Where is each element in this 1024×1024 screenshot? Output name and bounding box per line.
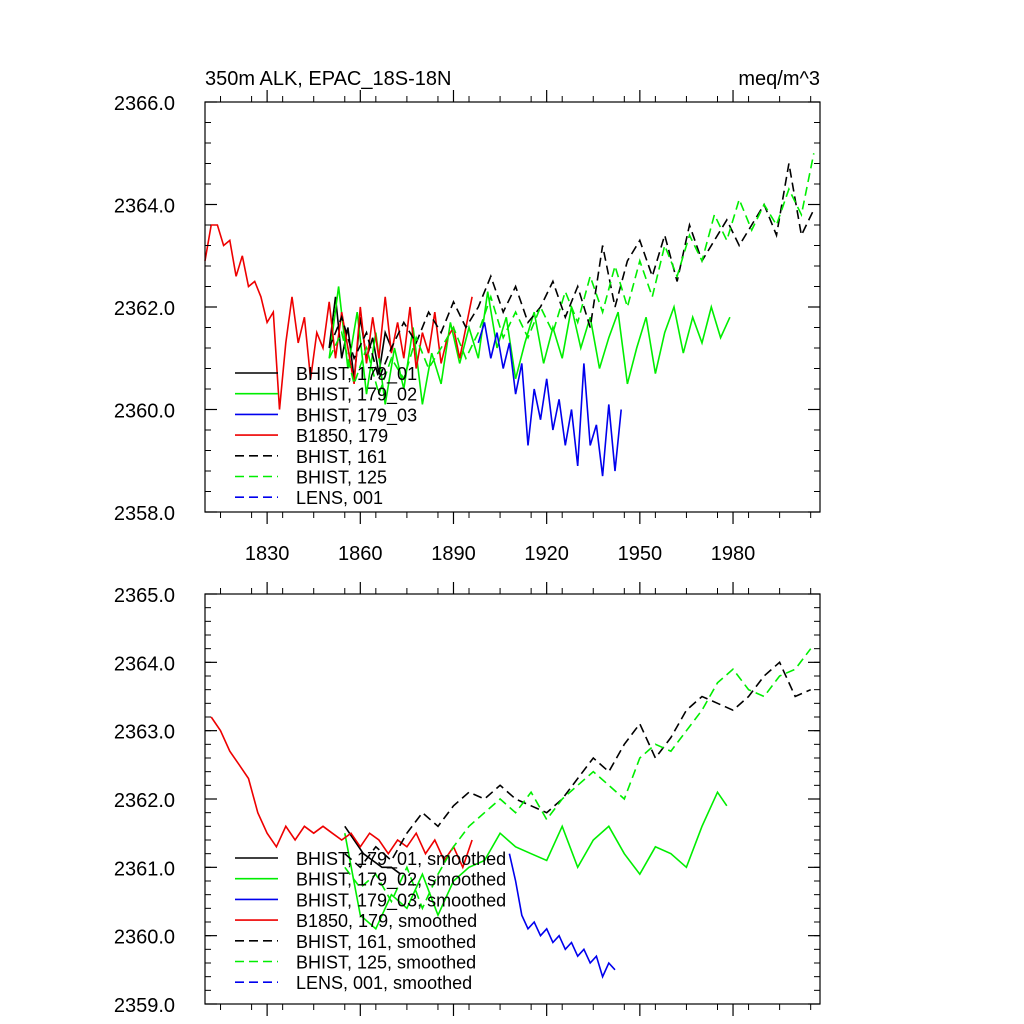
legend-label: LENS, 001: [296, 488, 383, 508]
legend-label: BHIST, 179_02: [296, 385, 417, 406]
legend-label: B1850, 179, smoothed: [296, 911, 477, 931]
y-tick-label: 2365.0: [114, 585, 175, 607]
series-line-5: [328, 153, 815, 397]
series-line-4: [328, 163, 815, 382]
legend-label: BHIST, 179_02, smoothed: [296, 870, 506, 891]
series-group: [204, 153, 815, 477]
x-tick-label: 1830: [245, 543, 290, 565]
y-tick-label: 2362.0: [114, 298, 175, 320]
legend-label: BHIST, 125, smoothed: [296, 953, 476, 973]
x-tick-label: 1920: [524, 543, 569, 565]
x-tick-label: 1890: [431, 543, 476, 565]
x-tick-label: 1980: [711, 543, 756, 565]
series-line-0: [344, 825, 402, 875]
legend-label: BHIST, 161, smoothed: [296, 932, 476, 952]
y-tick-label: 2360.0: [114, 401, 175, 423]
y-tick-label: 2360.0: [114, 927, 175, 949]
legend-label: B1850, 179: [296, 426, 388, 446]
legend-label: BHIST, 125: [296, 468, 387, 488]
y-tick-label: 2361.0: [114, 858, 175, 880]
top-panel: 350m ALK, EPAC_18S-18N meq/m^3 2358.0 236…: [114, 68, 821, 565]
legend-label: LENS, 001, smoothed: [296, 973, 472, 993]
legend-label: BHIST, 179_01, smoothed: [296, 849, 506, 870]
legend-label: BHIST, 179_03, smoothed: [296, 890, 506, 911]
axis-ticks: 2358.0 2360.0 2362.0 2364.0 2366.0 1830 1860 18…: [114, 90, 820, 565]
y-tick-label: 2364.0: [114, 196, 175, 218]
legend-label: BHIST, 161: [296, 447, 387, 467]
y-tick-label: 2358.0: [114, 503, 175, 525]
series-line-2: [508, 853, 616, 979]
chart-title: 350m ALK, EPAC_18S-18N: [205, 68, 451, 90]
y-tick-label: 2363.0: [114, 722, 175, 744]
legend-label: BHIST, 179_03: [296, 405, 417, 426]
series-line-1: [344, 790, 728, 931]
series-group: [210, 648, 812, 979]
series-line-5: [344, 648, 812, 911]
bottom-panel: 2359.0 2360.0 2361.0 2362.0 2363.0 2364.0 2365…: [114, 582, 821, 1017]
series-line-1: [328, 286, 731, 405]
y-tick-label: 2366.0: [114, 93, 175, 115]
y-tick-label: 2359.0: [114, 995, 175, 1017]
axis-ticks: 2359.0 2360.0 2361.0 2362.0 2363.0 2364.0 2365…: [114, 582, 820, 1017]
x-tick-label: 1860: [338, 543, 383, 565]
series-line-3: [210, 716, 473, 870]
series-line-2: [477, 322, 622, 477]
legend-label: BHIST, 179_01: [296, 364, 417, 385]
series-line-4: [344, 660, 812, 869]
y-tick-label: 2362.0: [114, 790, 175, 812]
series-line-3: [204, 224, 473, 410]
y-tick-label: 2364.0: [114, 653, 175, 675]
x-tick-label: 1950: [618, 543, 663, 565]
units-label: meq/m^3: [738, 68, 820, 90]
